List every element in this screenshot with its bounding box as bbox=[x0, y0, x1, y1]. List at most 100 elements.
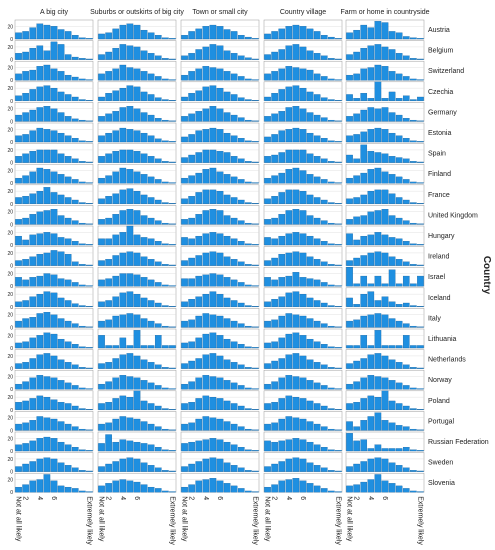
bar bbox=[50, 333, 58, 349]
bar bbox=[29, 377, 37, 390]
bar bbox=[335, 470, 342, 472]
bar bbox=[245, 181, 252, 184]
bar bbox=[381, 98, 389, 101]
bar bbox=[15, 363, 22, 369]
bar bbox=[154, 302, 162, 307]
bar bbox=[230, 485, 238, 493]
bar bbox=[367, 354, 375, 369]
bar bbox=[162, 264, 169, 266]
bar bbox=[360, 109, 368, 122]
bar bbox=[57, 112, 65, 122]
bar bbox=[328, 181, 335, 184]
bar bbox=[154, 488, 162, 493]
bar bbox=[374, 167, 382, 184]
bar bbox=[328, 449, 335, 452]
bar bbox=[230, 114, 238, 122]
bar bbox=[202, 66, 210, 81]
bar bbox=[162, 119, 169, 122]
bar bbox=[230, 31, 238, 40]
bar bbox=[292, 353, 300, 369]
bar bbox=[278, 358, 286, 369]
bar bbox=[374, 64, 382, 81]
bar bbox=[98, 335, 105, 349]
bar bbox=[202, 149, 210, 163]
bar bbox=[140, 71, 148, 81]
bar bbox=[140, 174, 148, 184]
bar bbox=[285, 458, 293, 472]
bar bbox=[195, 235, 203, 246]
bar bbox=[252, 367, 259, 369]
bar bbox=[147, 279, 155, 287]
bar bbox=[195, 296, 203, 307]
bar bbox=[306, 338, 314, 349]
bar bbox=[245, 325, 252, 328]
bar bbox=[50, 68, 58, 81]
bar bbox=[374, 457, 382, 472]
bar bbox=[112, 398, 120, 410]
bar bbox=[112, 345, 120, 349]
bar bbox=[328, 58, 335, 60]
bar bbox=[64, 197, 72, 204]
row-label: Portugal bbox=[428, 418, 455, 425]
bar bbox=[395, 32, 403, 40]
bar bbox=[50, 87, 58, 101]
bar bbox=[328, 490, 335, 493]
bar bbox=[133, 46, 141, 60]
bar bbox=[278, 398, 286, 410]
bar bbox=[245, 284, 252, 287]
bar bbox=[320, 302, 328, 307]
bar bbox=[381, 480, 389, 493]
bar bbox=[202, 129, 210, 143]
bar bbox=[223, 152, 231, 163]
bar bbox=[346, 267, 353, 287]
bar bbox=[57, 251, 65, 266]
bar bbox=[126, 67, 134, 81]
bar bbox=[216, 377, 224, 390]
bar bbox=[285, 86, 293, 101]
bar bbox=[29, 27, 37, 40]
bar bbox=[119, 354, 127, 369]
bar bbox=[313, 259, 321, 266]
bar bbox=[202, 233, 210, 246]
bar bbox=[147, 197, 155, 204]
bar bbox=[43, 474, 51, 493]
bar bbox=[230, 94, 238, 101]
bar bbox=[410, 449, 417, 452]
bar bbox=[43, 50, 51, 60]
bar bbox=[346, 177, 353, 184]
bar bbox=[15, 383, 22, 390]
row-label: Italy bbox=[428, 315, 441, 322]
bar bbox=[278, 315, 286, 328]
bar bbox=[86, 223, 93, 225]
bar bbox=[230, 197, 238, 204]
bar bbox=[410, 264, 417, 266]
bar bbox=[50, 149, 58, 163]
bar bbox=[126, 396, 134, 410]
bar bbox=[299, 439, 307, 452]
bar bbox=[346, 403, 353, 410]
bar bbox=[410, 325, 417, 328]
bar bbox=[154, 261, 162, 266]
bar bbox=[71, 385, 79, 390]
bar bbox=[147, 403, 155, 410]
bar bbox=[230, 259, 238, 266]
bar bbox=[292, 209, 300, 225]
bar bbox=[79, 346, 86, 349]
bar bbox=[353, 175, 360, 184]
bar bbox=[216, 274, 224, 287]
bar bbox=[374, 444, 382, 452]
y-tick-label: 20 bbox=[7, 189, 13, 195]
bar bbox=[188, 319, 195, 328]
bar bbox=[133, 151, 141, 163]
bar bbox=[264, 423, 271, 431]
bar bbox=[98, 96, 105, 101]
bar bbox=[79, 161, 86, 163]
bar bbox=[245, 264, 252, 266]
bar bbox=[388, 193, 396, 204]
bar bbox=[320, 364, 328, 369]
bar bbox=[335, 244, 342, 246]
bar bbox=[112, 151, 120, 163]
bar bbox=[346, 485, 353, 493]
bar bbox=[209, 251, 217, 266]
bar bbox=[245, 387, 252, 390]
